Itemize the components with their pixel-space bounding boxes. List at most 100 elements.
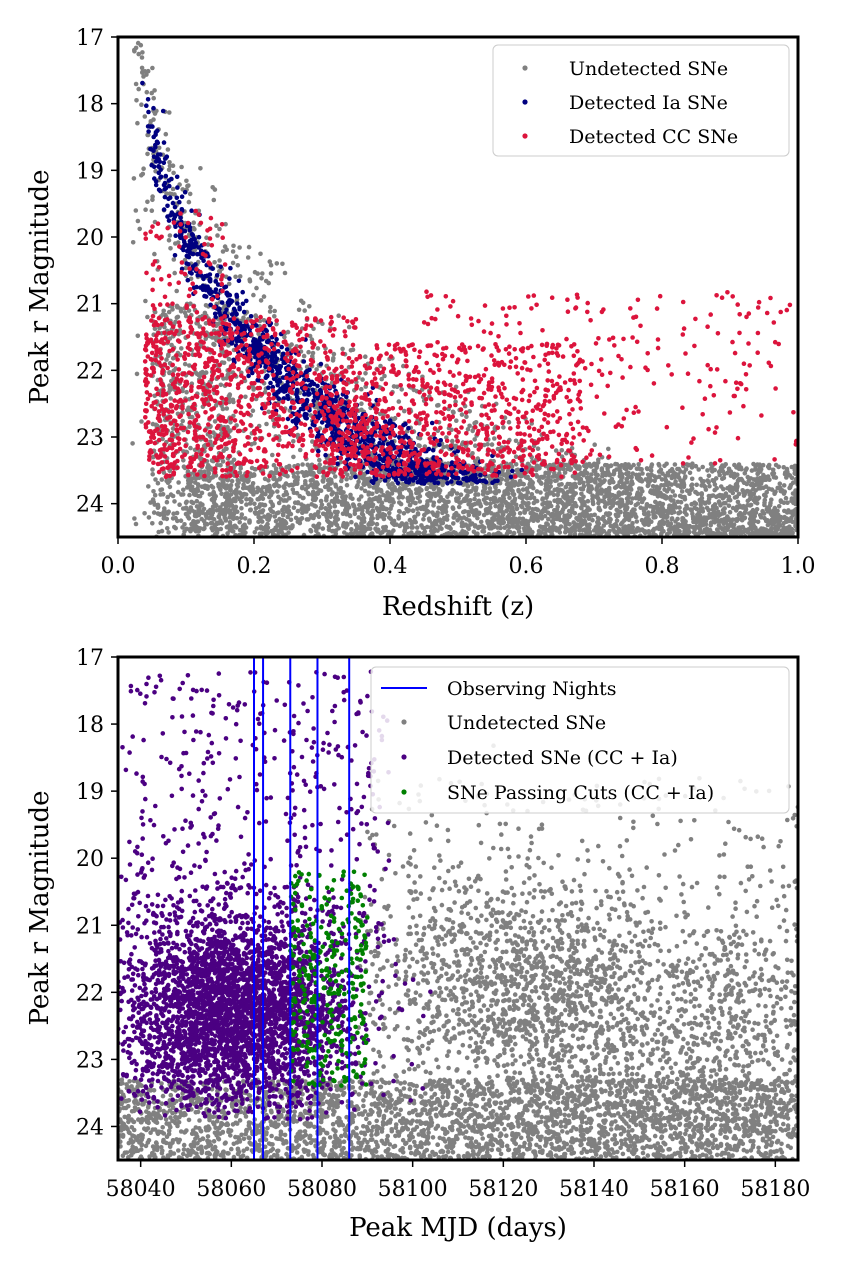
undetected-sn-point — [458, 492, 464, 498]
undetected-sn-point — [273, 525, 279, 531]
undetected-sn-point — [150, 65, 155, 71]
undetected-sn-point — [644, 466, 650, 471]
undetected-sn-point — [646, 529, 651, 534]
undetected-sn-point — [167, 160, 172, 165]
undetected-sn-point — [281, 493, 287, 498]
undetected-sn-point — [744, 466, 749, 471]
undetected-sn-point — [231, 516, 236, 522]
undetected-sn-point — [506, 504, 511, 510]
undetected-sn-point — [363, 527, 368, 533]
undetected-sn-point — [282, 485, 287, 491]
undetected-sn-point — [374, 487, 380, 492]
undetected-sn-point — [665, 470, 671, 476]
undetected-sn-point — [475, 515, 480, 521]
undetected-sn-point — [223, 491, 229, 496]
undetected-sn-point — [375, 527, 381, 532]
undetected-sn-point — [693, 463, 699, 469]
undetected-sn-point — [495, 525, 500, 530]
undetected-sn-point — [186, 508, 191, 513]
undetected-sn-point — [467, 499, 472, 504]
undetected-sn-point — [396, 509, 402, 514]
undetected-sn-point — [417, 499, 423, 504]
undetected-sn-point — [790, 530, 795, 536]
undetected-sn-point — [688, 507, 694, 512]
undetected-sn-point — [672, 503, 677, 508]
undetected-sn-point — [777, 485, 783, 491]
undetected-sn-point — [159, 528, 165, 534]
undetected-sn-point — [165, 511, 170, 516]
undetected-sn-point — [612, 468, 617, 474]
undetected-sn-point — [707, 483, 712, 489]
undetected-sn-point — [363, 500, 369, 506]
undetected-sn-point — [743, 528, 748, 533]
undetected-sn-point — [285, 514, 291, 520]
undetected-sn-point — [366, 492, 372, 497]
undetected-sn-point — [426, 509, 431, 515]
undetected-sn-point — [540, 475, 546, 480]
undetected-sn-point — [505, 516, 510, 522]
undetected-sn-point — [633, 502, 639, 508]
undetected-sn-point — [713, 531, 719, 537]
undetected-sn-point — [280, 521, 286, 527]
undetected-sn-point — [228, 420, 233, 425]
undetected-sn-point — [764, 490, 769, 495]
undetected-sn-point — [475, 492, 481, 497]
undetected-sn-point — [763, 518, 769, 524]
undetected-sn-point — [605, 531, 610, 537]
undetected-sn-point — [221, 360, 227, 366]
undetected-sn-point — [675, 499, 681, 505]
undetected-sn-point — [762, 502, 767, 508]
undetected-sn-point — [299, 507, 305, 512]
undetected-sn-point — [196, 493, 201, 499]
undetected-sn-point — [565, 466, 570, 472]
undetected-sn-point — [174, 288, 179, 294]
undetected-sn-point — [625, 516, 630, 522]
undetected-sn-point — [268, 304, 273, 310]
undetected-sn-point — [161, 470, 167, 475]
undetected-sn-point — [408, 492, 414, 497]
undetected-sn-point — [769, 509, 775, 514]
undetected-sn-point — [246, 244, 252, 250]
undetected-sn-point — [328, 487, 333, 492]
undetected-sn-point — [575, 522, 580, 527]
undetected-sn-point — [513, 438, 519, 444]
undetected-sn-point — [297, 447, 303, 453]
undetected-sn-point — [728, 473, 734, 479]
undetected-sn-point — [730, 517, 735, 522]
undetected-sn-point — [569, 494, 575, 500]
undetected-sn-point — [440, 482, 445, 488]
undetected-sn-point — [488, 489, 493, 494]
undetected-sn-point — [557, 467, 562, 472]
undetected-sn-point — [265, 521, 270, 527]
undetected-sn-point — [157, 512, 163, 517]
undetected-sn-point — [410, 481, 416, 487]
undetected-sn-point — [168, 246, 173, 251]
undetected-sn-point — [185, 514, 191, 519]
undetected-sn-point — [140, 171, 146, 177]
undetected-sn-point — [521, 526, 527, 531]
undetected-sn-point — [526, 525, 531, 530]
undetected-sn-point — [603, 511, 609, 516]
undetected-sn-point — [135, 333, 141, 339]
undetected-sn-point — [425, 499, 430, 504]
undetected-sn-point — [359, 516, 365, 522]
undetected-sn-point — [218, 382, 224, 388]
undetected-sn-point — [566, 514, 572, 520]
undetected-sn-point — [228, 487, 233, 493]
undetected-sn-point — [240, 524, 246, 529]
undetected-sn-point — [535, 446, 541, 452]
undetected-sn-point — [293, 515, 299, 521]
undetected-sn-point — [784, 466, 790, 472]
undetected-sn-point — [268, 506, 273, 512]
undetected-sn-point — [174, 510, 180, 516]
undetected-sn-point — [609, 476, 615, 482]
undetected-sn-point — [234, 525, 239, 530]
undetected-sn-point — [402, 529, 407, 534]
undetected-sn-point — [318, 498, 324, 504]
undetected-sn-point — [205, 463, 211, 468]
undetected-sn-point — [415, 495, 421, 501]
undetected-sn-point — [570, 503, 576, 509]
undetected-sn-point — [607, 517, 612, 522]
undetected-sn-point — [774, 527, 780, 533]
undetected-sn-point — [261, 318, 267, 323]
